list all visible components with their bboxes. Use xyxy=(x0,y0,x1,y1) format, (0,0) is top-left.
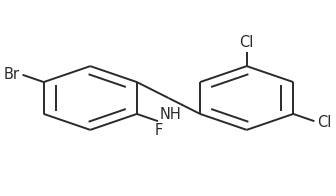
Text: Cl: Cl xyxy=(317,115,331,130)
Text: Br: Br xyxy=(4,67,20,82)
Text: NH: NH xyxy=(159,107,181,122)
Text: Cl: Cl xyxy=(240,35,254,50)
Text: F: F xyxy=(155,123,163,138)
